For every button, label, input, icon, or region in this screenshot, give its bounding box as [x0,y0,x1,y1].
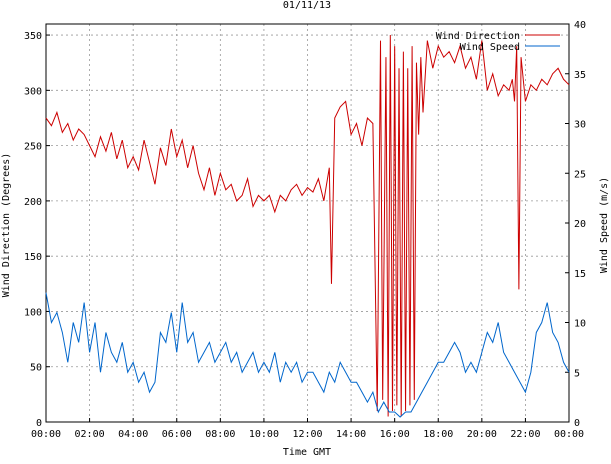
gridlines [46,24,569,422]
right-y-tick-label: 35 [574,70,586,81]
x-tick-label: 14:00 [336,429,366,440]
right-y-tick-label: 5 [574,368,580,379]
left-y-tick-label: 200 [24,197,42,208]
right-y-tick-label: 20 [574,219,586,230]
left-y-tick-label: 150 [24,252,42,263]
right-y-tick-label: 15 [574,269,586,280]
x-tick-label: 06:00 [162,429,192,440]
left-y-tick-label: 100 [24,307,42,318]
x-tick-label: 20:00 [467,429,497,440]
left-y-axis-label: Wind Direction (Degrees) [1,153,12,298]
x-tick-label: 16:00 [380,429,410,440]
tick-labels: 00:00 02:00 04:00 06:00 08:00 10:00 12:00 14:00… [24,20,586,440]
legend-label-wind-direction: Wind Direction [436,31,520,42]
left-y-tick-label: 300 [24,86,42,97]
left-y-tick-label: 50 [30,363,42,374]
chart-title: 01/11/13 [283,0,331,11]
x-axis-label: Time GMT [283,447,331,458]
series-layer [45,35,570,418]
legend: Wind Direction Wind Speed [436,31,560,53]
right-y-tick-label: 0 [574,418,580,429]
left-y-tick-label: 350 [24,31,42,42]
x-tick-label: 18:00 [423,429,453,440]
plot-border [45,23,570,423]
left-y-tick-label: 0 [36,418,42,429]
x-tick-label: 00:00 [31,429,61,440]
x-tick-label: 00:00 [554,429,584,440]
x-tick-label: 04:00 [118,429,148,440]
series-line-wind-direction [45,35,570,417]
x-tick-label: 02:00 [75,429,105,440]
x-tick-label: 10:00 [249,429,279,440]
x-tick-label: 22:00 [510,429,540,440]
right-y-tick-label: 30 [574,120,586,131]
right-y-tick-label: 25 [574,169,586,180]
x-tick-label: 08:00 [205,429,235,440]
right-y-axis-label: Wind Speed (m/s) [599,177,610,273]
right-y-tick-label: 40 [574,20,586,31]
left-y-tick-label: 250 [24,142,42,153]
plot-frame [45,23,570,423]
legend-label-wind-speed: Wind Speed [460,42,520,53]
right-y-tick-label: 10 [574,319,586,330]
series-line-wind-speed [45,292,570,418]
x-tick-label: 12:00 [292,429,322,440]
